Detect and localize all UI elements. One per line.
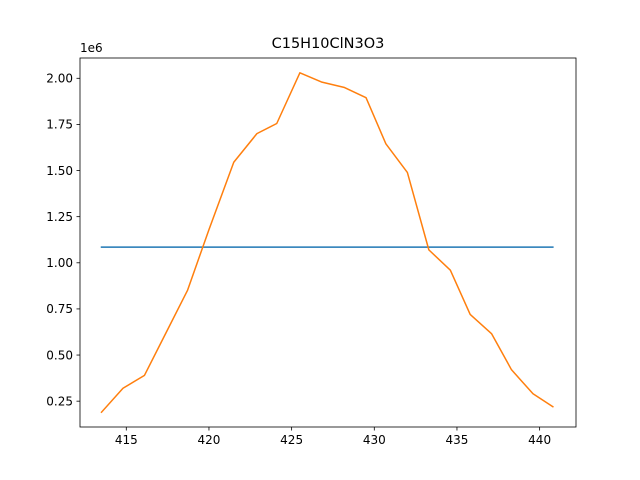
y-tick-label: 0.75 (46, 302, 73, 316)
series-line-2 (100, 72, 554, 414)
y-axis-offset-label: 1e6 (80, 41, 103, 55)
x-tick-label: 440 (528, 433, 551, 447)
axis-layer: 415 420 425 430 435 440 0.25 0.50 0.75 1.00 1.25 1.… (46, 72, 551, 447)
y-tick-label: 1.50 (46, 164, 73, 178)
y-tick-label: 2.00 (46, 72, 73, 86)
x-tick-label: 430 (363, 433, 386, 447)
x-tick-label: 420 (198, 433, 221, 447)
series-layer (100, 72, 554, 414)
plot-frame (79, 57, 577, 428)
y-tick-label: 1.00 (46, 256, 73, 270)
y-tick-label: 1.75 (46, 118, 73, 132)
y-tick-label: 0.50 (46, 348, 73, 362)
y-tick-label: 1.25 (46, 210, 73, 224)
x-tick-label: 425 (280, 433, 303, 447)
chart-title: C15H10ClN3O3 (272, 36, 385, 52)
x-tick-label: 415 (115, 433, 138, 447)
y-tick-label: 0.25 (46, 394, 73, 408)
x-tick-label: 435 (446, 433, 469, 447)
